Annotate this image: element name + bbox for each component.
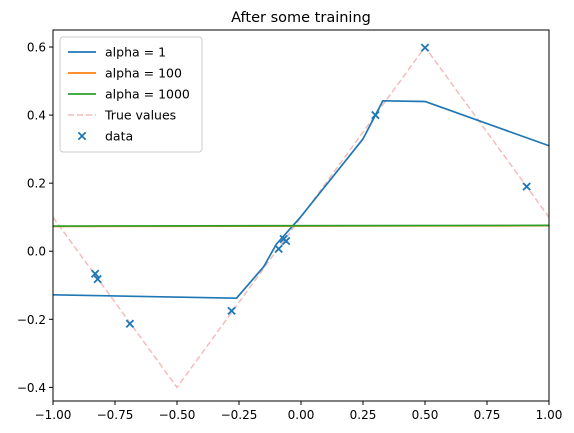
- data-point: [274, 244, 283, 254]
- plot-area: [53, 43, 549, 389]
- data-point: [281, 236, 291, 246]
- x-tick-label: 0.50: [412, 408, 439, 422]
- axis-ticks: −1.00 −0.75 −0.50 −0.25 0.00 0.25 0.50 0.75 1.00…: [17, 41, 563, 422]
- data-point: [522, 182, 531, 191]
- x-tick-label: 0.00: [288, 408, 315, 422]
- plot-frame: [52, 29, 550, 402]
- chart-title: After some training: [231, 10, 371, 26]
- legend-item: alpha = 1000: [68, 87, 190, 102]
- legend-label: True values: [104, 108, 176, 123]
- x-tick-label: 0.75: [474, 408, 501, 422]
- y-tick-label: 0.0: [27, 245, 46, 259]
- legend-label: data: [105, 129, 133, 144]
- series-line-alpha-1000: [53, 224, 549, 227]
- x-tick-label: −0.25: [221, 408, 258, 422]
- x-tick-label: −1.00: [35, 408, 72, 422]
- y-tick-label: −0.4: [17, 381, 46, 395]
- legend-label: alpha = 100: [105, 66, 182, 81]
- legend-box: [59, 36, 203, 153]
- y-tick-label: 0.6: [27, 41, 46, 55]
- x-tick-label: −0.50: [159, 408, 196, 422]
- data-point: [90, 269, 100, 278]
- y-tick-label: −0.2: [17, 313, 46, 327]
- legend-label: alpha = 1: [105, 45, 166, 60]
- y-tick-label: 0.4: [27, 109, 46, 123]
- legend: alpha = 1 alpha = 100 alpha = 1000 True val…: [59, 36, 203, 153]
- legend-item: alpha = 1: [68, 45, 166, 60]
- x-tick-label: 0.25: [350, 408, 377, 422]
- data-point: [371, 110, 380, 120]
- data-point: [93, 274, 102, 284]
- series-line-alpha-1: [53, 99, 549, 300]
- x-tick-label: −0.75: [97, 408, 134, 422]
- legend-item: data: [77, 129, 133, 144]
- data-point: [125, 319, 135, 328]
- x-tick-label: 1.00: [536, 408, 563, 422]
- y-tick-label: 0.2: [27, 177, 46, 191]
- legend-marker: [77, 131, 87, 141]
- data-point: [420, 43, 430, 52]
- data-point: [227, 306, 236, 316]
- legend-item: True values: [68, 108, 176, 123]
- legend-label: alpha = 1000: [105, 87, 190, 102]
- legend-item: alpha = 100: [68, 66, 182, 81]
